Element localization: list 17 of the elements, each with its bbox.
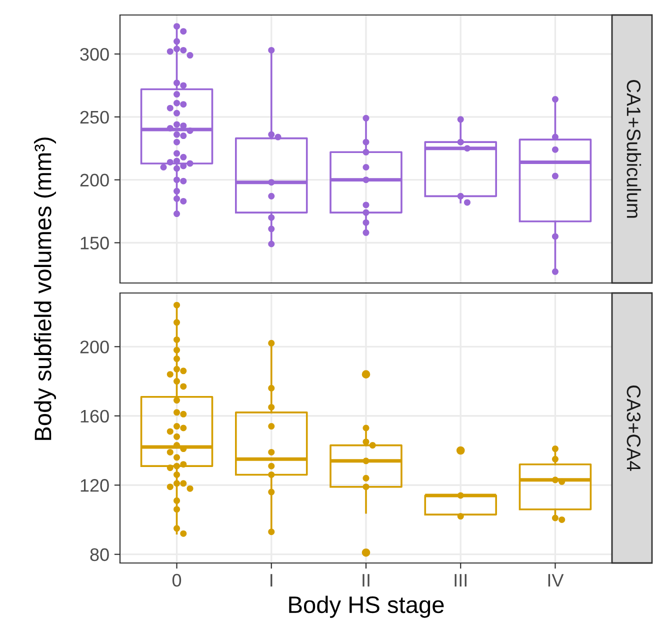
y-tick-label: 250 [80,110,109,124]
x-tick-label: IV [548,574,564,586]
text: CA1+Subiculum [626,80,642,218]
text: CA3+CA4 [626,385,641,471]
y-tick-label: 200 [80,174,109,187]
y-tick-label: 150 [80,236,109,250]
y-tick-label: 80 [90,548,109,562]
x-axis-title: Body HS stage [289,596,444,618]
y-axis-title: Body subfield volumes (mm³) [34,138,56,440]
x-tick-label: III [454,574,466,586]
y-tick-label: 200 [80,340,109,354]
y-tick-label: 120 [80,479,109,492]
x-tick-label: II [362,574,370,586]
x-tick-label: I [270,574,272,586]
y-tick-label: 160 [80,410,109,423]
x-tick-label: 0 [172,574,182,587]
y-tick-label: 300 [80,48,109,61]
